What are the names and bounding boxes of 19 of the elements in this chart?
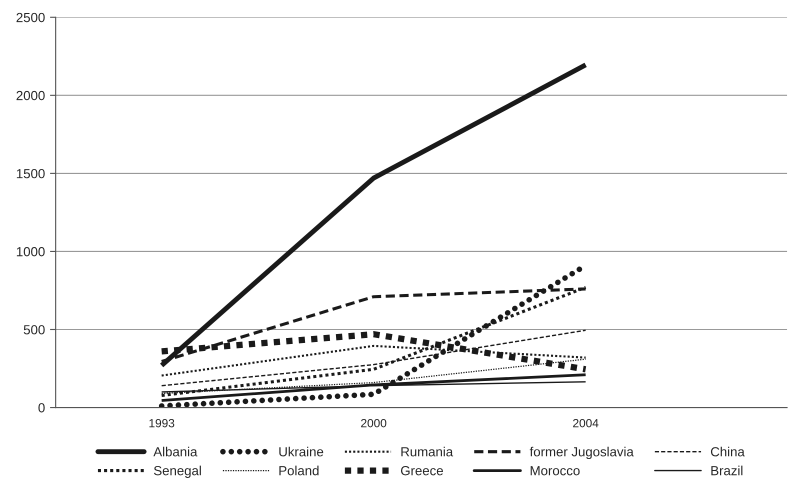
x-tick-label: 2000	[361, 418, 386, 428]
y-tick-label: 500	[24, 325, 45, 334]
y-tick-label: 0	[38, 403, 45, 412]
legend-label: Ukraine	[279, 446, 324, 456]
legend-label: Senegal	[154, 466, 201, 478]
legend-label: Greece	[400, 466, 443, 476]
y-tick-label: 1500	[16, 168, 45, 178]
legend-label: Morocco	[530, 466, 580, 476]
y-tick-label: 2500	[16, 12, 45, 22]
legend-label: Rumania	[401, 446, 454, 456]
legend-label: former Jugoslavia	[530, 446, 634, 460]
y-tick-label: 2000	[16, 90, 45, 100]
legend-label: China	[710, 446, 745, 456]
legend-label: Brazil	[711, 466, 742, 476]
x-tick-label: 2004	[573, 418, 598, 428]
y-tick-label: 1000	[16, 247, 45, 256]
legend-label: Albania	[153, 446, 198, 456]
legend-label: Poland	[279, 466, 319, 476]
x-tick-label: 1993	[149, 418, 174, 428]
